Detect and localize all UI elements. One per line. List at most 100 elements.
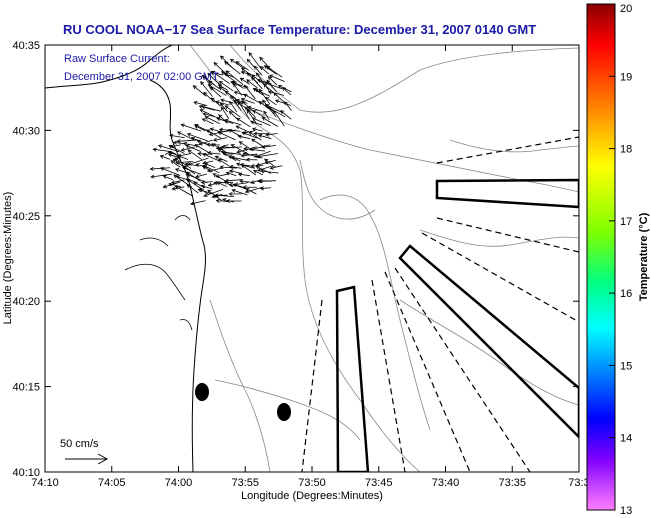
current-vector-head <box>149 166 154 171</box>
current-vector-head <box>201 118 207 122</box>
current-vector-head <box>237 134 242 139</box>
current-vector-head <box>264 158 269 163</box>
current-vector-head <box>214 193 219 198</box>
current-vector-head <box>225 171 231 176</box>
current-vector-head <box>197 151 202 156</box>
current-vector <box>258 134 272 140</box>
current-vector <box>168 145 185 154</box>
current-vector <box>211 71 230 85</box>
current-vector <box>200 109 215 117</box>
current-vector-head <box>236 149 241 154</box>
x-tick-label: 73:55 <box>231 477 259 489</box>
x-axis-ticks: 74:10 74:05 74:00 73:55 73:50 73:45 73:40 73:35… <box>31 45 590 489</box>
current-vector-head <box>180 123 185 128</box>
current-vector <box>231 144 250 156</box>
current-vector <box>273 92 286 104</box>
current-vector-head <box>215 174 220 178</box>
current-vector <box>263 111 270 120</box>
current-vector-head <box>196 139 201 144</box>
current-vector <box>264 82 283 90</box>
current-vector-head <box>269 165 274 170</box>
current-vector <box>201 105 221 112</box>
current-vector-head <box>242 152 247 156</box>
y-axis-label: Latitude (Degrees:Minutes) <box>2 192 14 325</box>
current-vector <box>278 85 292 93</box>
current-vector-head <box>236 117 241 122</box>
current-vector <box>190 200 206 205</box>
current-vector <box>238 135 251 140</box>
current-vector <box>265 160 276 164</box>
colorbar-tick-label: 17 <box>620 216 632 228</box>
current-vector-head <box>241 164 246 169</box>
current-vector-head <box>230 94 235 100</box>
current-vector-head <box>173 174 178 179</box>
current-vector <box>250 179 262 184</box>
current-vector-head <box>168 182 173 187</box>
map-area <box>45 45 579 472</box>
current-vector <box>229 170 243 174</box>
current-vector <box>253 170 264 176</box>
figure-title: RU COOL NOAA−17 Sea Surface Temperature:… <box>63 22 536 37</box>
current-vector-head <box>263 83 268 88</box>
current-vector <box>207 73 220 85</box>
current-vector-head <box>246 109 251 114</box>
current-vector <box>243 148 265 152</box>
current-vector <box>251 76 263 90</box>
current-vector-head <box>194 144 199 148</box>
current-vector <box>219 81 234 92</box>
current-vector-head <box>261 145 266 150</box>
current-vector-head <box>205 129 211 134</box>
current-vector <box>265 97 277 106</box>
current-vector-head <box>228 191 233 197</box>
current-vector-head <box>206 168 212 173</box>
current-vector-head <box>244 106 249 111</box>
current-vector <box>200 81 213 97</box>
current-vector <box>246 109 257 124</box>
surface-current-vectors <box>149 52 292 206</box>
current-vector <box>246 59 256 69</box>
colorbar-tick-label: 18 <box>620 144 632 156</box>
current-vector <box>202 165 220 174</box>
current-vector <box>225 105 241 118</box>
current-vector-head <box>192 85 197 90</box>
x-tick-label: 73:45 <box>365 477 393 489</box>
current-vector-head <box>218 81 224 85</box>
current-vector <box>233 100 251 111</box>
current-vector <box>169 134 185 139</box>
current-vector <box>240 77 250 85</box>
current-time: December 31, 2007 02:00 GMT <box>64 71 219 83</box>
current-vector <box>235 182 249 186</box>
current-vector-head <box>213 61 218 67</box>
current-vector-head <box>216 117 221 122</box>
current-vector-head <box>212 173 217 178</box>
current-vector <box>208 80 220 89</box>
current-vector <box>204 162 216 169</box>
current-vector-head <box>251 138 256 143</box>
current-vector-head <box>195 174 200 179</box>
current-vector <box>216 200 228 202</box>
current-vector <box>260 66 269 75</box>
current-vector-head <box>186 184 191 189</box>
current-vector-head <box>237 100 242 105</box>
current-vector-head <box>230 144 235 148</box>
current-vector <box>216 173 229 177</box>
current-vector <box>284 101 292 111</box>
colorbar-tick-label: 19 <box>620 71 632 83</box>
current-vector <box>282 87 292 96</box>
current-vector <box>182 167 201 175</box>
current-vector-head <box>235 98 240 103</box>
current-vector <box>175 186 193 197</box>
current-vector-head <box>228 110 233 115</box>
current-vector <box>245 186 264 193</box>
current-vector <box>236 125 250 133</box>
current-vector <box>216 101 229 106</box>
current-vector <box>163 175 174 181</box>
current-vector <box>174 157 192 169</box>
current-vector <box>183 142 200 147</box>
current-vector-head <box>186 132 192 137</box>
current-vector <box>218 114 228 124</box>
current-vector <box>186 178 203 190</box>
current-vector <box>199 139 213 145</box>
current-vector-head <box>219 102 224 108</box>
coastline <box>45 45 206 472</box>
